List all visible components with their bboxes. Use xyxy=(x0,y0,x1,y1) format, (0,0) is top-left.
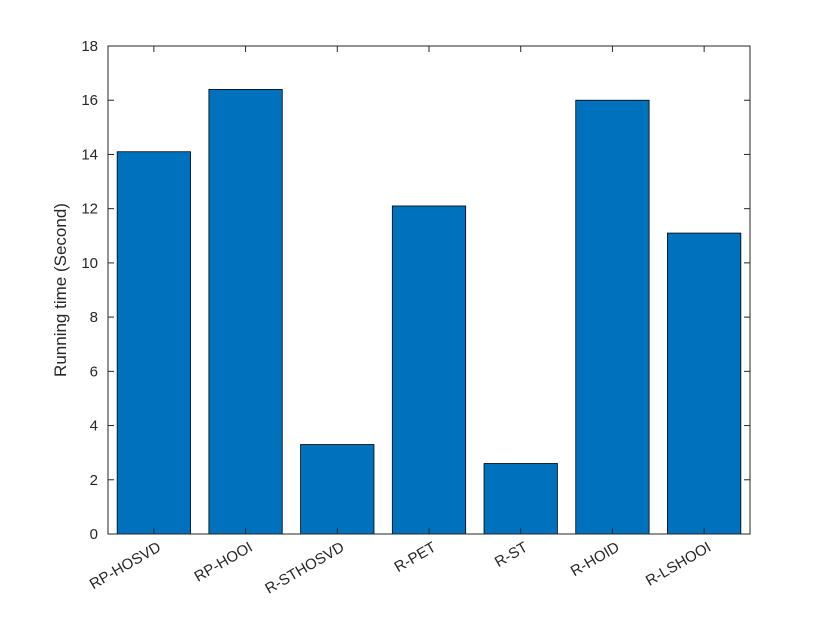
y-tick-label: 2 xyxy=(90,472,98,489)
y-tick-label: 14 xyxy=(81,146,98,163)
x-tick-label: R-STHOSVD xyxy=(262,539,347,598)
y-tick-label: 18 xyxy=(81,38,98,55)
y-tick-label: 0 xyxy=(90,526,98,543)
bar-rp-hooi xyxy=(208,88,283,535)
y-tick-label: 12 xyxy=(81,201,98,218)
x-tick-label: R-LSHOOI xyxy=(643,539,714,590)
x-tick-label: RP-HOSVD xyxy=(87,539,164,593)
y-tick-label: 16 xyxy=(81,92,98,109)
x-tick-label: R-HOID xyxy=(568,539,623,580)
axes-box xyxy=(107,45,751,535)
y-tick-label: 6 xyxy=(90,363,98,380)
bar-r-pet xyxy=(391,205,467,535)
bar-r-st xyxy=(483,463,558,535)
y-axis-label: Running time (Second) xyxy=(51,203,70,377)
bar-r-sthosvd xyxy=(300,444,375,535)
y-tick-label: 10 xyxy=(81,255,98,272)
y-tick-label: 4 xyxy=(90,418,98,435)
bar-r-hoid xyxy=(575,99,650,535)
y-tick-label: 8 xyxy=(90,309,98,326)
x-tick-label: R-PET xyxy=(392,539,439,576)
x-tick-label: R-ST xyxy=(492,539,531,571)
x-tick-label: RP-HOOI xyxy=(191,539,255,586)
bar-rp-hosvd xyxy=(116,151,191,535)
bar-r-lshooi xyxy=(667,232,742,535)
y-ticks-group: 0 2 4 6 8 10 12 14 16 18 xyxy=(81,38,750,543)
bars-group xyxy=(116,88,742,535)
